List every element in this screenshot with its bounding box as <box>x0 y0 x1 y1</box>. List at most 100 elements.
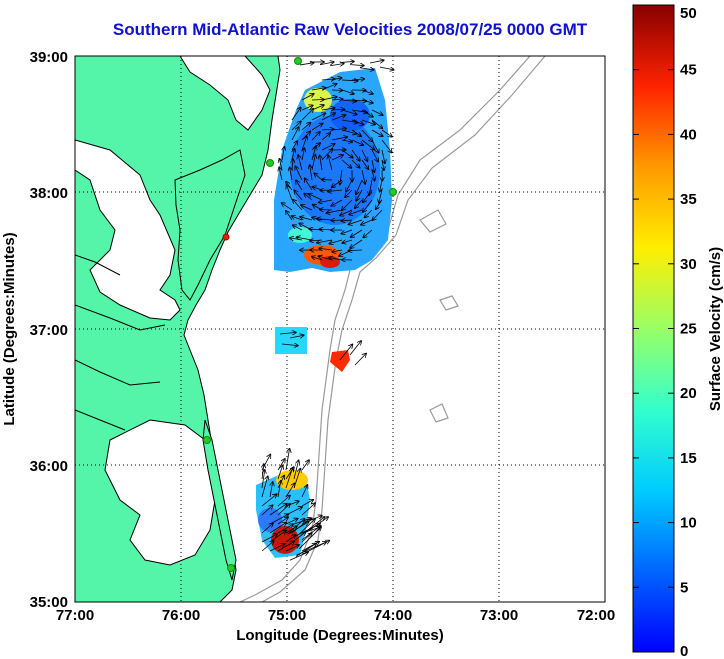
velocity-arrow <box>329 239 343 244</box>
velocity-arrow <box>350 239 363 248</box>
velocity-arrow <box>331 129 346 130</box>
velocity-arrow <box>261 470 265 489</box>
velocity-arrow <box>291 127 299 141</box>
velocity-arrow <box>302 148 304 161</box>
y-tick: 38:00 <box>30 185 68 202</box>
velocity-arrow <box>342 199 353 210</box>
velocity-arrow <box>379 189 383 203</box>
velocity-vectors <box>261 60 394 561</box>
velocity-arrow <box>298 527 321 550</box>
velocity-arrow <box>351 139 363 145</box>
velocity-arrow <box>261 476 268 498</box>
velocity-arrow <box>341 80 358 81</box>
y-tick: 36:00 <box>30 458 68 475</box>
velocity-arrow <box>296 180 303 191</box>
velocity-arrow <box>355 199 363 208</box>
velocity-arrow <box>371 119 382 128</box>
velocity-arrow <box>341 220 353 221</box>
velocity-arrow <box>319 248 333 250</box>
velocity-arrow <box>288 532 306 546</box>
velocity-arrow <box>361 109 373 117</box>
velocity-arrow <box>354 354 366 366</box>
velocity-arrow <box>301 460 309 471</box>
velocity-arrow <box>295 166 303 181</box>
velocity-arrow <box>381 139 392 153</box>
velocity-arrow <box>306 517 328 533</box>
velocity-arrow <box>285 449 290 471</box>
velocity-arrow <box>269 523 286 534</box>
velocity-arrow <box>321 129 334 130</box>
velocity-arrow <box>381 129 392 137</box>
velocity-arrow <box>351 229 363 237</box>
velocity-arrow <box>279 332 296 334</box>
colorbar-label: Surface Velocity (cm/s) <box>707 247 724 411</box>
velocity-arrow <box>285 468 293 489</box>
velocity-arrow <box>285 519 298 525</box>
velocity-arrow <box>363 189 373 202</box>
y-tick: 39:00 <box>30 49 68 66</box>
velocity-arrow <box>269 514 288 525</box>
radar-stations <box>203 57 397 572</box>
velocity-arrow <box>321 84 337 91</box>
y-axis-label: Latitude (Degrees:Minutes) <box>1 232 18 425</box>
velocity-arrow <box>363 199 373 212</box>
velocity-arrow <box>300 217 313 221</box>
velocity-arrow <box>341 100 356 101</box>
velocity-arrow <box>361 159 368 169</box>
velocity-arrow <box>261 541 274 552</box>
velocity-arrow <box>361 219 373 225</box>
velocity-arrow <box>356 179 363 194</box>
velocity-arrow <box>341 159 351 168</box>
velocity-arrow <box>363 229 373 237</box>
velocity-arrow <box>351 149 360 161</box>
velocity-arrow <box>329 257 343 260</box>
velocity-arrow <box>317 219 333 220</box>
velocity-arrow <box>311 105 324 111</box>
velocity-arrow <box>320 155 322 171</box>
velocity-arrow <box>311 88 326 90</box>
map-title: Southern Mid-Atlantic Raw Velocities 200… <box>112 20 588 39</box>
velocity-arrow <box>359 68 374 70</box>
velocity-arrow <box>287 185 293 201</box>
velocity-arrow <box>269 544 285 552</box>
velocity-arrow <box>369 60 384 64</box>
colorbar-gradient <box>632 4 675 653</box>
velocity-arrow <box>301 122 311 131</box>
colorbar-tick-label: 5 <box>680 579 688 596</box>
velocity-arrow <box>287 519 304 535</box>
velocity-arrow <box>361 89 373 94</box>
velocity-arrow <box>301 109 313 121</box>
velocity-arrow <box>341 119 358 123</box>
velocity-arrow <box>340 209 353 216</box>
velocity-arrow <box>341 89 354 94</box>
velocity-arrow <box>311 99 324 100</box>
velocity-arrow <box>311 113 325 121</box>
velocity-arrow <box>371 149 378 162</box>
velocity-arrow <box>291 519 310 534</box>
velocity-arrow <box>285 545 299 552</box>
velocity-arrow <box>319 229 333 230</box>
velocity-arrow <box>311 123 323 131</box>
velocity-arrow <box>361 169 365 184</box>
velocity-arrow <box>282 203 293 211</box>
velocity-arrow <box>331 155 343 161</box>
velocity-arrow <box>261 505 273 516</box>
velocity-arrow <box>382 159 384 170</box>
velocity-arrow <box>348 250 363 251</box>
velocity-arrow <box>321 79 335 80</box>
velocity-arrow <box>285 501 299 507</box>
velocity-arrow <box>341 140 352 142</box>
velocity-arrow <box>294 190 303 201</box>
colorbar-tick-label: 45 <box>680 62 697 79</box>
velocity-arrow <box>328 190 343 192</box>
velocity-arrow <box>331 137 347 141</box>
velocity-arrow <box>293 469 300 489</box>
velocity-arrow <box>321 133 330 141</box>
velocity-arrow <box>348 219 363 224</box>
velocity-arrow <box>301 500 313 507</box>
velocity-arrow <box>302 541 329 555</box>
velocity-arrow <box>361 99 373 103</box>
velocity-arrow <box>301 205 313 211</box>
